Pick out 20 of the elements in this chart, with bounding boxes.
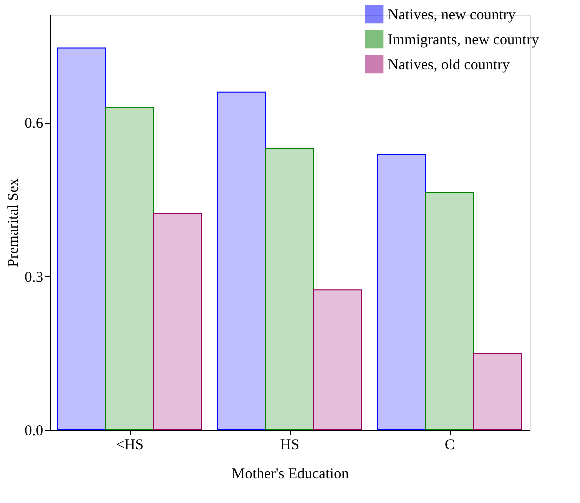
legend-label: Natives, old country bbox=[388, 58, 511, 74]
y-tick-label: 0.0 bbox=[24, 424, 44, 440]
bar bbox=[58, 48, 106, 430]
y-tick-label: 0.6 bbox=[24, 116, 44, 132]
bar bbox=[474, 353, 522, 430]
bar bbox=[378, 154, 426, 430]
legend-label: Immigrants, new country bbox=[388, 32, 540, 48]
bar bbox=[314, 290, 362, 430]
bar bbox=[106, 107, 154, 430]
legend-label: Natives, new country bbox=[388, 8, 516, 24]
bar bbox=[154, 213, 202, 430]
x-axis-title: Mother's Education bbox=[232, 466, 350, 482]
bar bbox=[218, 92, 266, 430]
x-tick-label: <HS bbox=[116, 438, 144, 454]
x-tick-label: C bbox=[444, 438, 456, 454]
y-axis-title: Premarital Sex bbox=[6, 178, 22, 268]
x-tick-label: HS bbox=[280, 438, 300, 454]
bar bbox=[426, 192, 474, 430]
bar bbox=[266, 148, 314, 430]
y-tick-label: 0.3 bbox=[24, 270, 44, 286]
